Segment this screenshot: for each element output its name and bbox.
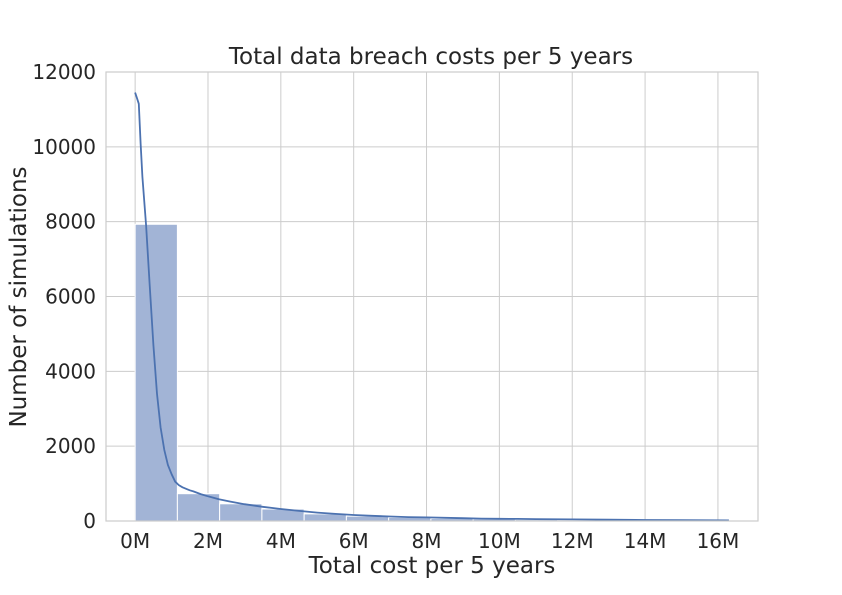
plot-frame <box>105 71 759 522</box>
y-axis-label: Number of simulations <box>6 166 32 427</box>
x-tick-label: 2M <box>193 529 223 553</box>
chart-title: Total data breach costs per 5 years <box>228 44 633 70</box>
y-tick-label: 2000 <box>45 434 96 458</box>
x-axis-ticks: 0M 2M 4M 6M 8M 10M 12M 14M 16M <box>120 529 739 553</box>
x-tick-label: 4M <box>266 529 296 553</box>
y-tick-label: 6000 <box>45 285 96 309</box>
x-tick-label: 12M <box>551 529 594 553</box>
histogram-bars <box>134 223 728 522</box>
y-axis-ticks: 0 2000 4000 6000 8000 10000 12000 <box>32 60 96 533</box>
x-tick-label: 10M <box>478 529 521 553</box>
grid-lines <box>106 71 758 522</box>
kde-line <box>134 92 729 522</box>
x-axis-label: Total cost per 5 years <box>308 553 556 579</box>
x-tick-label: 8M <box>412 529 442 553</box>
y-tick-label: 12000 <box>32 60 96 84</box>
y-tick-label: 8000 <box>45 210 96 234</box>
y-tick-label: 0 <box>83 509 96 533</box>
x-tick-label: 16M <box>697 529 740 553</box>
kde-curve <box>134 92 729 522</box>
y-tick-label: 4000 <box>45 359 96 383</box>
x-tick-label: 0M <box>120 529 150 553</box>
x-tick-label: 6M <box>339 529 369 553</box>
y-tick-label: 10000 <box>32 135 96 159</box>
x-tick-label: 14M <box>624 529 667 553</box>
